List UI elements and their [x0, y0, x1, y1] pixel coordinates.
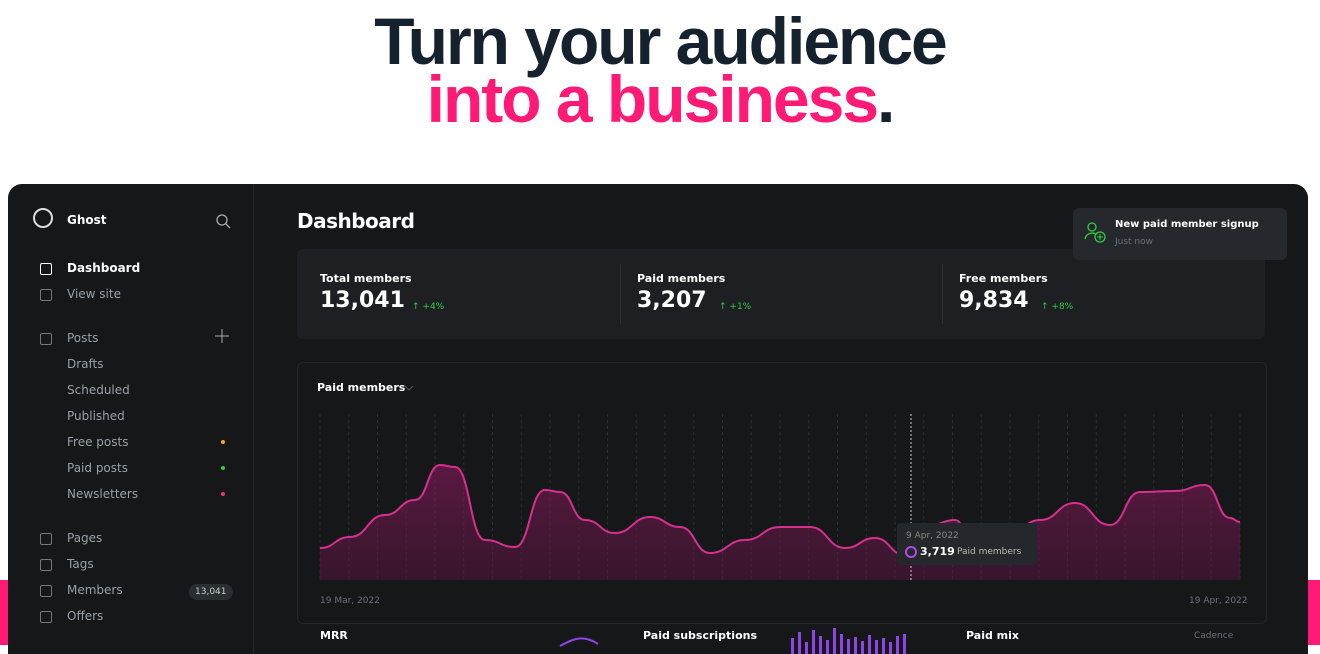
chart-start: 19 Mar, 2022 [320, 596, 380, 606]
nav-icon [40, 611, 52, 623]
chart-end: 19 Apr, 2022 [1189, 596, 1248, 606]
stat-divider [942, 264, 943, 324]
stat-divider [620, 264, 621, 324]
mini-bar [840, 634, 843, 654]
tooltip-value: 3,719 [920, 545, 955, 558]
nav-dot [221, 492, 225, 496]
stat-value: 9,834 [959, 288, 1029, 313]
nav-dot [221, 466, 225, 470]
stat-change: ↑ +8% [1041, 302, 1074, 312]
cadence-dropdown[interactable]: Cadence [1194, 631, 1234, 641]
nav-item[interactable]: Drafts [67, 357, 104, 371]
nav-item[interactable]: Published [67, 409, 125, 423]
notification-time: Just now [1115, 237, 1154, 247]
stat-label: Free members [959, 272, 1048, 285]
bottom-title: MRR [320, 629, 348, 642]
headline-line2: into a business. [0, 66, 1320, 132]
tooltip [897, 523, 1037, 565]
tooltip-date: 9 Apr, 2022 [906, 531, 959, 541]
nav-item[interactable]: Members [67, 583, 123, 597]
brand: Ghost [67, 213, 107, 227]
nav-icon [40, 533, 52, 545]
chart-card [297, 362, 1267, 624]
dashboard-window: Ghost 13,041 Dashboard View site Posts Draf… [8, 184, 1308, 654]
nav-item[interactable]: Scheduled [67, 383, 130, 397]
mini-bar [882, 638, 885, 654]
mini-bar [861, 641, 864, 654]
stat-change: ↑ +4% [412, 302, 445, 312]
page-title: Dashboard [297, 209, 415, 233]
nav-item[interactable]: Pages [67, 531, 103, 545]
mini-bar [896, 636, 899, 654]
stat-label: Total members [320, 272, 412, 285]
mini-bar [812, 630, 815, 654]
headline-line1: Turn your audience [374, 4, 948, 78]
mini-bar [819, 636, 822, 654]
nav-icon [40, 333, 52, 345]
stats-card [297, 249, 1265, 339]
bottom-title: Paid subscriptions [643, 629, 758, 642]
tooltip-label: Paid members [957, 547, 1022, 557]
nav-item[interactable]: View site [67, 287, 121, 301]
nav-dot [221, 440, 225, 444]
headline-period: . [877, 62, 895, 136]
nav-item[interactable]: Posts [67, 331, 99, 345]
nav-item[interactable]: Dashboard [67, 261, 141, 275]
nav-icon [40, 289, 52, 301]
chart-dropdown[interactable] [404, 385, 414, 391]
notification [1073, 208, 1287, 260]
stat-value: 13,041 [320, 288, 405, 313]
stat-label: Paid members [637, 272, 726, 285]
logo [33, 208, 53, 228]
members-count: 13,041 [189, 584, 233, 600]
member-icon [1084, 222, 1106, 243]
mrr-line [559, 637, 599, 647]
nav-icon [40, 585, 52, 597]
notification-title: New paid member signup [1115, 219, 1259, 230]
mini-bar [847, 639, 850, 654]
stat-value: 3,207 [637, 288, 707, 313]
nav-icon [40, 559, 52, 571]
line [319, 463, 1241, 557]
stat-change: ↑ +1% [719, 302, 752, 312]
mini-bar [791, 638, 794, 654]
search-icon[interactable] [215, 213, 231, 229]
headline-accent: into a business [426, 62, 879, 136]
chart-title[interactable]: Paid members [317, 381, 406, 394]
add-post[interactable] [215, 329, 229, 343]
mini-bar [889, 642, 892, 654]
tooltip-dot [905, 546, 917, 558]
mini-bar [805, 642, 808, 654]
mini-bar [826, 640, 829, 654]
bottom-title: Paid mix [966, 629, 1019, 642]
nav-item[interactable]: Offers [67, 609, 104, 623]
nav-item[interactable]: Free posts [67, 435, 129, 449]
sidebar: Ghost 13,041 Dashboard View site Posts Draf… [8, 184, 254, 654]
mini-bar [798, 632, 801, 654]
mini-bar [903, 634, 906, 654]
nav-icon [40, 263, 52, 275]
mini-bar [854, 637, 857, 654]
nav-item[interactable]: Newsletters [67, 487, 139, 501]
mini-bar [875, 640, 878, 654]
subscription-bars [791, 628, 906, 654]
nav-item[interactable]: Tags [67, 557, 94, 571]
nav-item[interactable]: Paid posts [67, 461, 128, 475]
mini-bar [833, 628, 836, 654]
